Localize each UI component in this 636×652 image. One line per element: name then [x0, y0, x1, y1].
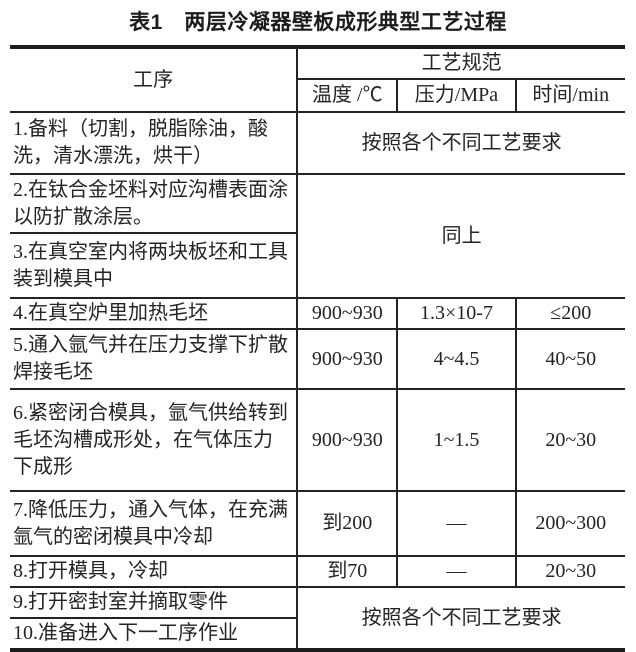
- time-cell: 200~300: [514, 490, 627, 557]
- table-row: 3.在真空室内将两块板坯和工具装到模具中: [8, 232, 625, 299]
- table-row: 9.打开密封室并摘取零件 按照各个不同工艺要求: [8, 586, 626, 649]
- page-title: 表1 两层冷凝器壁板成形典型工艺过程: [129, 11, 507, 34]
- temperature-cell: 900~930: [296, 388, 399, 492]
- process-cell: 6.紧密闭合模具，氩气供给转到毛坯沟槽成形处，在气体压力下成形: [8, 388, 299, 492]
- temperature-cell: 到200: [296, 490, 399, 557]
- col-header-process: 工序: [8, 48, 299, 113]
- table-row: 4.在真空炉里加热毛坯 900~930 1.3×10-7 ≤200: [8, 297, 627, 330]
- temperature-cell: 到70: [296, 555, 399, 588]
- pressure-cell: —: [396, 555, 517, 588]
- pressure-cell: 4~4.5: [396, 328, 517, 390]
- pressure-cell: 1~1.5: [396, 388, 517, 492]
- temperature-cell: 900~930: [296, 328, 399, 390]
- time-cell: ≤200: [514, 297, 627, 330]
- process-cell: 2.在钛合金坯料对应沟槽表面涂以防扩散涂层。: [8, 173, 299, 234]
- process-cell: 3.在真空室内将两块板坯和工具装到模具中: [8, 232, 299, 299]
- col-header-time: 时间/min: [514, 78, 627, 113]
- table-row: 6.紧密闭合模具，氩气供给转到毛坯沟槽成形处，在气体压力下成形 900~930 …: [8, 388, 627, 492]
- col-header-spec-group: 工艺规范: [296, 48, 626, 80]
- header-row-group: 工序 工艺规范: [8, 48, 626, 113]
- time-cell: 20~30: [514, 388, 627, 492]
- table-container: 工序 工艺规范 温度 /℃ 压力/MPa 时间/min 1.备料（切割，脱脂除油…: [8, 45, 627, 652]
- col-header-temperature: 温度 /℃: [296, 78, 399, 113]
- process-cell: 10.准备进入下一工序作业: [8, 617, 299, 649]
- merged-spec-cell: 按照各个不同工艺要求: [296, 111, 626, 175]
- process-cell: 9.打开密封室并摘取零件: [8, 586, 299, 619]
- time-cell: 40~50: [514, 328, 627, 390]
- table-row: 8.打开模具，冷却 到70 — 20~30: [8, 555, 627, 588]
- table-row: 1.备料（切割，脱脂除油，酸洗，清水漂洗，烘干） 按照各个不同工艺要求: [8, 111, 626, 175]
- process-cell: 8.打开模具，冷却: [8, 555, 299, 588]
- pressure-cell: —: [396, 490, 517, 557]
- col-header-pressure: 压力/MPa: [396, 78, 517, 113]
- table-row: 2.在钛合金坯料对应沟槽表面涂以防扩散涂层。 同上: [8, 173, 626, 299]
- process-cell: 1.备料（切割，脱脂除油，酸洗，清水漂洗，烘干）: [8, 111, 299, 175]
- process-cell: 7.降低压力，通入气体，在充满氩气的密闭模具中冷却: [8, 490, 299, 557]
- process-cell: 5.通入氩气并在压力支撑下扩散焊接毛坯: [8, 328, 299, 390]
- time-cell: 20~30: [514, 555, 627, 588]
- merged-spec-cell: 同上: [296, 173, 626, 299]
- merged-spec-cell: 按照各个不同工艺要求: [296, 586, 626, 649]
- temperature-cell: 900~930: [296, 297, 399, 330]
- table-row: 7.降低压力，通入气体，在充满氩气的密闭模具中冷却 到200 — 200~300: [8, 490, 627, 557]
- pressure-cell: 1.3×10-7: [396, 297, 517, 330]
- process-spec-table: 工序 工艺规范 温度 /℃ 压力/MPa 时间/min 1.备料（切割，脱脂除油…: [8, 48, 627, 649]
- table-row: 5.通入氩气并在压力支撑下扩散焊接毛坯 900~930 4~4.5 40~50: [8, 328, 627, 390]
- process-cell: 4.在真空炉里加热毛坯: [8, 297, 299, 330]
- header-row-subcolumns: 温度 /℃ 压力/MPa 时间/min: [10, 78, 627, 113]
